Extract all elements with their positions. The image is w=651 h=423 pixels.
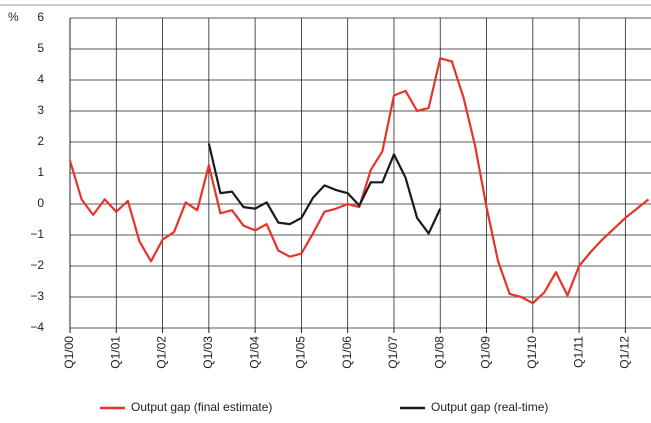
x-tick-label: Q1/01: [108, 336, 122, 369]
x-tick-label: Q1/08: [432, 336, 446, 369]
x-tick-label: Q1/07: [386, 336, 400, 369]
x-tick-label: Q1/10: [525, 336, 539, 369]
y-tick-label: −2: [30, 258, 44, 272]
x-tick-label: Q1/04: [247, 336, 261, 369]
y-tick-label: −1: [30, 227, 44, 241]
data-line: [207, 143, 442, 235]
x-tick-label: Q1/11: [571, 336, 585, 368]
y-tick-label: 6: [37, 10, 44, 24]
x-tick-label: Q1/06: [340, 336, 354, 369]
y-unit-label: %: [8, 10, 19, 24]
y-tick-label: 1: [37, 165, 44, 179]
y-tick-label: 2: [37, 134, 44, 148]
x-tick-label: Q1/09: [479, 336, 493, 369]
data-line: [68, 57, 650, 305]
x-tick-label: Q1/02: [155, 336, 169, 369]
x-tick-label: Q1/05: [294, 336, 308, 369]
legend-label: Output gap (real-time): [431, 400, 548, 414]
x-tick-label: Q1/00: [62, 336, 76, 369]
y-tick-label: 0: [37, 196, 44, 210]
legend-label: Output gap (final estimate): [131, 400, 272, 414]
y-tick-label: 3: [37, 103, 44, 117]
y-tick-label: 5: [37, 41, 44, 55]
y-tick-label: −3: [30, 289, 44, 303]
y-tick-label: 4: [37, 72, 44, 86]
x-tick-label: Q1/12: [618, 336, 632, 369]
y-tick-label: −4: [30, 320, 44, 334]
x-tick-label: Q1/03: [201, 336, 215, 369]
